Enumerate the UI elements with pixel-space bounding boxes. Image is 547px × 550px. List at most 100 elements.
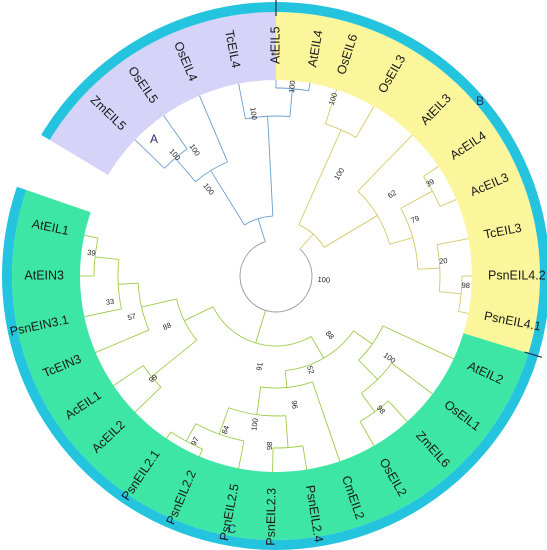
node-arc (244, 215, 273, 226)
leaf-branch (325, 89, 337, 124)
leaf-label-psneil4-2: PsnEIL4.2 (488, 268, 546, 282)
bootstrap-value: 88 (324, 329, 336, 341)
bootstrap-value: 57 (126, 311, 137, 322)
bootstrap-value: 100 (249, 418, 260, 432)
leaf-branch (359, 421, 375, 446)
internal-branch (210, 170, 245, 226)
bootstrap-value: 100 (248, 107, 259, 121)
leaf-branch (308, 82, 311, 91)
bootstrap-value: 98 (461, 281, 470, 290)
internal-branch (218, 407, 230, 435)
clade-band-c (11, 190, 529, 541)
bootstrap-value: 98 (265, 442, 274, 451)
clade-label-a: A (150, 132, 158, 146)
leaf-branch (458, 311, 469, 314)
clade-label-b: B (476, 94, 484, 108)
leaf-branch (84, 308, 122, 318)
leaf-label-atein3: AtEIN3 (24, 268, 64, 282)
internal-branch (94, 256, 119, 260)
root-arc (239, 241, 313, 313)
leaf-label-ateil4: AtEIL4 (305, 29, 325, 68)
node-arc (195, 423, 245, 442)
internal-branch (267, 116, 274, 217)
leaf-label-psneil2-3: PsnEIL2.3 (264, 488, 279, 546)
internal-branch (256, 386, 262, 415)
clade-bands (11, 11, 540, 541)
bootstrap-value: 100 (287, 80, 297, 93)
node-arc (245, 115, 290, 120)
internal-branch (400, 190, 433, 209)
internal-branch (353, 330, 373, 345)
clade-band-b (276, 12, 540, 354)
leaf-branch (391, 362, 433, 395)
leaf-branch (382, 325, 454, 360)
bootstrap-value: 84 (220, 425, 231, 436)
node-arc (117, 259, 122, 309)
bootstrap-value: 91 (254, 362, 264, 372)
internal-branch (417, 267, 440, 270)
clade-separator (524, 351, 543, 358)
internal-branch (185, 423, 197, 442)
node-arc (195, 161, 228, 183)
leaf-branch (312, 381, 341, 462)
clade-band-a (49, 11, 277, 176)
node-arc (260, 381, 313, 389)
leaf-branch (355, 106, 375, 138)
internal-branch (323, 215, 378, 248)
node-arc (285, 330, 354, 371)
leaf-branch (199, 448, 203, 457)
leaf-branch (423, 166, 439, 177)
node-arc (358, 325, 384, 361)
internal-branch (310, 336, 325, 359)
bootstrap-value: 100 (332, 166, 346, 181)
bootstrap-value: 79 (409, 214, 420, 225)
internal-branch (141, 298, 177, 308)
bootstrap-value: 100 (167, 147, 182, 162)
bootstrap-value: 20 (439, 256, 448, 266)
bootstrap-value: 33 (105, 297, 115, 307)
leaf-branch (134, 386, 162, 413)
leaf-branch (238, 83, 246, 120)
leaf-branch (166, 431, 172, 439)
leaf-branch (439, 199, 457, 207)
leaf-branch (436, 238, 469, 246)
internal-branch (257, 218, 266, 242)
leaf-branch (113, 365, 144, 386)
internal-branch (284, 370, 288, 388)
node-arc (212, 306, 312, 347)
internal-branch (439, 291, 462, 295)
node-arc (228, 407, 286, 417)
internal-branch (174, 157, 196, 183)
internal-branch (298, 129, 342, 226)
bootstrap-value: 52 (305, 364, 316, 375)
node-arc (357, 190, 391, 245)
leaf-label-ateil5: AtEIL5 (268, 26, 282, 64)
internal-branch (285, 415, 289, 448)
bootstrap-value: 100 (327, 92, 339, 107)
leaf-branch (238, 440, 245, 469)
bootstrap-value: 100 (317, 275, 330, 285)
clade-labels: A B C (150, 94, 484, 536)
internal-branch (255, 310, 266, 344)
internal-branch (360, 393, 376, 413)
node-arc (176, 298, 198, 341)
internal-branch (299, 233, 314, 250)
internal-branch (289, 88, 293, 117)
leaf-branch (134, 139, 165, 169)
leaf-branch (302, 445, 308, 470)
clade-ring-a (41, 2, 276, 141)
bootstrap-value: 62 (386, 188, 398, 200)
bootstrap-value: 96 (290, 400, 300, 410)
node-arc (400, 208, 419, 270)
node-arc (436, 244, 441, 292)
internal-branch (389, 237, 413, 245)
node-arc (360, 362, 393, 394)
bootstrap-values: 100 100 39 62 79 20 98 100 88 52 100 98 91 96 98 100 84 9… (87, 80, 470, 450)
node-arc (137, 283, 150, 331)
bootstrap-value: 100 (188, 142, 202, 157)
node-arc (275, 87, 309, 92)
internal-branch (118, 282, 139, 285)
internal-branch (151, 339, 198, 378)
